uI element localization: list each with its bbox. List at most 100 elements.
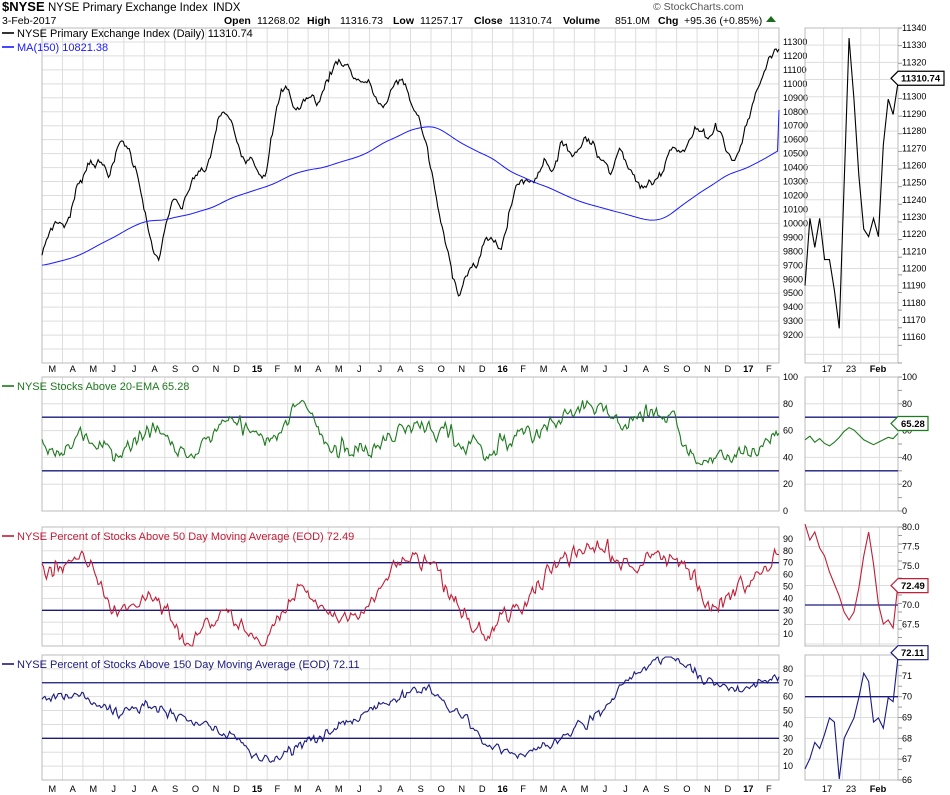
svg-text:10000: 10000 xyxy=(783,218,808,228)
svg-text:11340: 11340 xyxy=(902,23,926,33)
svg-text:9700: 9700 xyxy=(783,260,803,270)
svg-text:11170: 11170 xyxy=(902,315,926,325)
svg-text:10600: 10600 xyxy=(783,135,808,145)
svg-text:17: 17 xyxy=(822,364,832,374)
svg-text:10: 10 xyxy=(783,761,793,771)
svg-text:11280: 11280 xyxy=(902,126,926,136)
svg-text:70: 70 xyxy=(783,678,793,688)
svg-text:11300: 11300 xyxy=(783,37,807,47)
svg-text:N: N xyxy=(458,784,465,794)
svg-text:23: 23 xyxy=(846,364,856,374)
svg-text:N: N xyxy=(704,364,711,374)
svg-text:A: A xyxy=(315,784,322,794)
svg-text:60: 60 xyxy=(783,426,793,436)
svg-text:J: J xyxy=(357,784,362,794)
svg-text:60: 60 xyxy=(783,570,793,580)
svg-text:11240: 11240 xyxy=(902,195,926,205)
svg-text:D: D xyxy=(479,364,486,374)
svg-text:20: 20 xyxy=(783,617,793,627)
svg-text:M: M xyxy=(581,364,589,374)
svg-text:9600: 9600 xyxy=(783,274,803,284)
svg-text:70.0: 70.0 xyxy=(902,600,920,610)
svg-text:66: 66 xyxy=(902,775,912,785)
svg-text:30: 30 xyxy=(783,605,793,615)
svg-text:15: 15 xyxy=(252,364,262,374)
svg-text:M: M xyxy=(48,784,56,794)
svg-text:O: O xyxy=(192,784,199,794)
svg-text:10: 10 xyxy=(783,629,793,639)
svg-text:10200: 10200 xyxy=(783,191,808,201)
svg-text:40: 40 xyxy=(783,719,793,729)
svg-text:60: 60 xyxy=(783,692,793,702)
svg-text:NYSE Primary Exchange Index (D: NYSE Primary Exchange Index (Daily) 1131… xyxy=(17,28,253,40)
svg-text:11210: 11210 xyxy=(902,246,926,256)
svg-text:40: 40 xyxy=(783,452,793,462)
svg-text:M: M xyxy=(294,784,302,794)
svg-text:D: D xyxy=(233,364,240,374)
svg-text:50: 50 xyxy=(783,582,793,592)
svg-text:68: 68 xyxy=(902,733,912,743)
svg-text:NYSE Stocks Above 20-EMA 65.28: NYSE Stocks Above 20-EMA 65.28 xyxy=(17,381,189,393)
svg-text:J: J xyxy=(623,364,628,374)
svg-text:11180: 11180 xyxy=(902,298,926,308)
svg-text:11270: 11270 xyxy=(902,143,926,153)
svg-text:A: A xyxy=(315,364,322,374)
svg-text:J: J xyxy=(111,364,116,374)
svg-text:J: J xyxy=(603,784,608,794)
svg-text:100: 100 xyxy=(902,372,917,382)
svg-text:M: M xyxy=(89,364,97,374)
svg-text:0: 0 xyxy=(783,506,788,516)
svg-text:S: S xyxy=(663,364,669,374)
svg-text:F: F xyxy=(766,364,772,374)
svg-text:17: 17 xyxy=(743,784,753,794)
svg-text:72.49: 72.49 xyxy=(901,581,925,592)
svg-text:S: S xyxy=(172,364,178,374)
svg-text:A: A xyxy=(643,364,650,374)
svg-text:M: M xyxy=(48,364,56,374)
svg-text:11230: 11230 xyxy=(902,212,926,222)
svg-text:69: 69 xyxy=(902,713,912,723)
svg-text:MA(150) 10821.38: MA(150) 10821.38 xyxy=(17,42,108,54)
svg-text:D: D xyxy=(233,784,240,794)
svg-text:17: 17 xyxy=(743,364,753,374)
svg-text:10700: 10700 xyxy=(783,121,808,131)
svg-text:80.0: 80.0 xyxy=(902,522,920,532)
svg-text:77.5: 77.5 xyxy=(902,542,920,552)
svg-text:A: A xyxy=(561,784,568,794)
svg-text:O: O xyxy=(438,364,445,374)
svg-text:65.28: 65.28 xyxy=(901,419,925,430)
svg-text:9200: 9200 xyxy=(783,330,803,340)
svg-text:80: 80 xyxy=(783,399,793,409)
svg-text:A: A xyxy=(70,784,77,794)
svg-text:11100: 11100 xyxy=(783,65,807,75)
svg-text:80: 80 xyxy=(783,546,793,556)
svg-text:N: N xyxy=(458,364,465,374)
svg-text:M: M xyxy=(335,364,343,374)
svg-text:10300: 10300 xyxy=(783,177,808,187)
svg-text:11300: 11300 xyxy=(902,92,926,102)
svg-text:17: 17 xyxy=(822,784,832,794)
svg-text:71: 71 xyxy=(902,671,912,681)
svg-text:11330: 11330 xyxy=(902,40,926,50)
svg-text:D: D xyxy=(724,364,731,374)
svg-text:A: A xyxy=(397,364,404,374)
svg-text:10900: 10900 xyxy=(783,93,808,103)
svg-text:J: J xyxy=(111,784,116,794)
svg-text:J: J xyxy=(623,784,628,794)
svg-text:23: 23 xyxy=(846,784,856,794)
svg-text:S: S xyxy=(172,784,178,794)
svg-text:A: A xyxy=(397,784,404,794)
svg-text:O: O xyxy=(683,364,690,374)
svg-text:9300: 9300 xyxy=(783,316,803,326)
svg-text:10400: 10400 xyxy=(783,163,808,173)
svg-text:11200: 11200 xyxy=(902,264,926,274)
svg-text:40: 40 xyxy=(783,593,793,603)
svg-text:F: F xyxy=(520,784,526,794)
svg-text:11320: 11320 xyxy=(902,57,926,67)
svg-text:11200: 11200 xyxy=(783,51,807,61)
svg-text:80: 80 xyxy=(902,399,912,409)
svg-text:O: O xyxy=(438,784,445,794)
svg-text:70: 70 xyxy=(783,558,793,568)
svg-text:F: F xyxy=(275,784,281,794)
svg-text:A: A xyxy=(151,784,158,794)
